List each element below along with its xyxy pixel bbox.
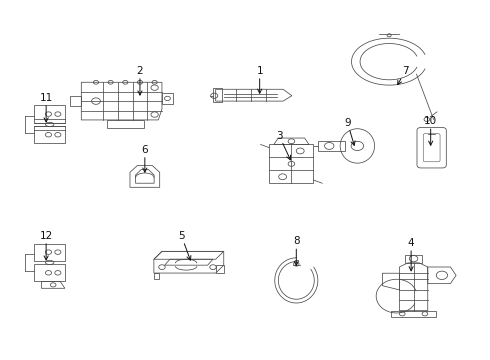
Text: 6: 6 bbox=[142, 145, 148, 172]
Text: 10: 10 bbox=[424, 116, 437, 145]
Text: 3: 3 bbox=[276, 131, 291, 160]
Text: 2: 2 bbox=[137, 66, 143, 95]
Text: 8: 8 bbox=[293, 237, 299, 265]
Text: 4: 4 bbox=[408, 238, 415, 271]
Text: 12: 12 bbox=[40, 231, 53, 260]
Text: 11: 11 bbox=[40, 93, 53, 122]
Text: 5: 5 bbox=[178, 231, 191, 260]
Text: 9: 9 bbox=[344, 118, 355, 145]
Text: 7: 7 bbox=[398, 66, 409, 85]
Text: 1: 1 bbox=[256, 66, 263, 93]
